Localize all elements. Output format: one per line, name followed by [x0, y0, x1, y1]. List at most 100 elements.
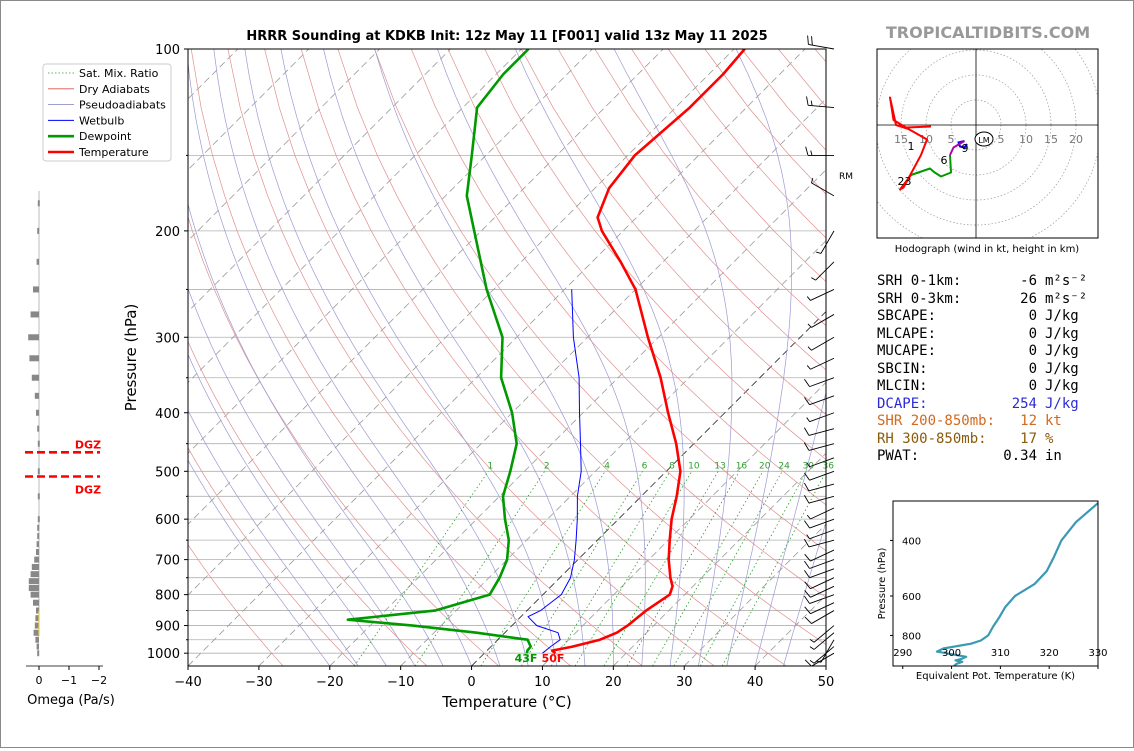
- wind-barb: [807, 35, 835, 50]
- param-number: -6: [1020, 273, 1037, 289]
- omega-bar: [37, 425, 40, 432]
- storm-motion-marker: [974, 131, 994, 147]
- omega-bar: [36, 258, 39, 265]
- y-tick-label: 500: [155, 465, 180, 480]
- hodo-trace: [957, 140, 968, 149]
- pseudoadiabat: [437, 49, 646, 666]
- param-unit: kt: [1045, 413, 1062, 429]
- dry-adiabat: [337, 49, 826, 646]
- legend-label: Sat. Mix. Ratio: [79, 67, 159, 80]
- wind-barb: [803, 495, 835, 504]
- pseudoadiabat: [188, 202, 444, 666]
- barb-flag: [806, 96, 809, 106]
- mixing-ratio-line: [480, 471, 606, 666]
- barb-staff: [810, 577, 835, 590]
- barb-staff: [813, 625, 835, 643]
- barb-half-flag: [811, 277, 816, 281]
- mixing-ratio-line: [652, 471, 764, 666]
- dry-adiabat: [188, 544, 284, 666]
- wind-barb: [806, 289, 835, 301]
- wind-barb: [804, 395, 835, 406]
- dry-adiabat: [374, 49, 826, 598]
- omega-bar: [30, 571, 39, 578]
- te-x-tick-label: 310: [991, 648, 1010, 659]
- mixing-ratio-line: [673, 471, 783, 666]
- param-number: 0: [1028, 325, 1037, 342]
- omega-bar: [33, 286, 39, 293]
- param-label: SHR 200-850mb:: [877, 413, 996, 429]
- wind-barb: [806, 457, 835, 468]
- barb-flag: [804, 378, 810, 387]
- barb-staff: [813, 646, 835, 664]
- barb-flag: [811, 36, 813, 46]
- te-plot-area: [935, 501, 1098, 666]
- te-x-axis-label: Equivalent Pot. Temperature (K): [916, 671, 1075, 682]
- barb-staff: [809, 470, 835, 481]
- hodo-ring-label: 15: [894, 133, 908, 146]
- mixing-ratio-line: [574, 471, 693, 666]
- isotherm-line: [188, 49, 806, 666]
- te-x-tick-label: 330: [1088, 648, 1107, 659]
- barb-half-flag: [806, 296, 811, 301]
- param-unit: J/kg: [1045, 378, 1079, 394]
- sounding-parameters: SRH 0-1km: -6 m²s⁻² SRH 0-3km: 26 m²s⁻² SBCAPE…: [877, 273, 1099, 466]
- mixing-ratio-label: 13: [714, 461, 725, 471]
- storm-motion-label: RM: [839, 172, 853, 182]
- surface-temperature-label: 50F: [542, 652, 565, 665]
- wind-barb: [804, 549, 835, 562]
- param-row: SBCAPE: 0 J/kg: [877, 308, 1099, 326]
- pseudoadiabat: [188, 409, 359, 666]
- hodo-trace: [910, 154, 952, 178]
- theta-e-profile: [935, 501, 1098, 666]
- pseudoadiabat: [754, 390, 826, 666]
- omega-bar: [37, 650, 40, 657]
- barb-staff: [809, 529, 835, 540]
- wind-barb: [804, 559, 835, 569]
- mixing-ratio-line: [521, 471, 643, 666]
- param-value: 0.34 in: [1003, 448, 1099, 466]
- wind-barb: [806, 96, 835, 109]
- barb-half-flag: [816, 251, 822, 254]
- wind-barb: [809, 625, 835, 643]
- barb-half-flag: [807, 346, 812, 351]
- isotherm-line: [683, 523, 826, 666]
- mixing-ratio-line: [626, 471, 740, 666]
- param-row: DCAPE: 254 J/kg: [877, 396, 1099, 414]
- barb-staff: [809, 457, 835, 468]
- dry-adiabat: [264, 49, 715, 666]
- te-x-tick-label: 290: [893, 648, 912, 659]
- hodo-height-label: 3: [905, 175, 912, 188]
- barb-flag: [804, 560, 810, 569]
- x-tick-label: 0: [467, 675, 475, 690]
- x-tick-label: 40: [747, 675, 764, 690]
- barb-staff: [810, 549, 835, 562]
- y-tick-label: 1000: [147, 647, 180, 662]
- param-number: 0.34: [1003, 448, 1037, 464]
- omega-x-tick-label: −2: [91, 674, 107, 687]
- omega-bar: [28, 585, 39, 592]
- barb-staff: [811, 182, 835, 197]
- y-tick-label: 100: [155, 43, 180, 58]
- omega-bar: [37, 440, 40, 447]
- isotherm-line: [329, 169, 826, 666]
- legend-label: Dewpoint: [79, 130, 132, 143]
- barb-flag: [803, 495, 810, 504]
- param-number: 17: [1020, 430, 1037, 447]
- y-tick-label: 200: [155, 225, 180, 240]
- isotherm-line: [471, 310, 826, 666]
- param-row: SHR 200-850mb: 12 kt: [877, 413, 1099, 431]
- pseudoadiabat: [188, 353, 387, 666]
- pseudoadiabat: [188, 58, 472, 666]
- hodo-height-label: 6: [941, 154, 948, 167]
- te-y-tick-label: 400: [902, 536, 921, 547]
- omega-bar: [34, 392, 39, 399]
- wind-barb: [804, 585, 835, 598]
- isotherm-line: [188, 49, 522, 384]
- omega-bar: [37, 493, 40, 500]
- te-y-tick-label: 600: [902, 592, 921, 603]
- param-value: 254 J/kg: [1012, 396, 1099, 414]
- param-row: SRH 0-3km: 26 m²s⁻²: [877, 291, 1099, 309]
- barb-half-flag: [810, 150, 813, 156]
- profile-temperature: [550, 49, 746, 655]
